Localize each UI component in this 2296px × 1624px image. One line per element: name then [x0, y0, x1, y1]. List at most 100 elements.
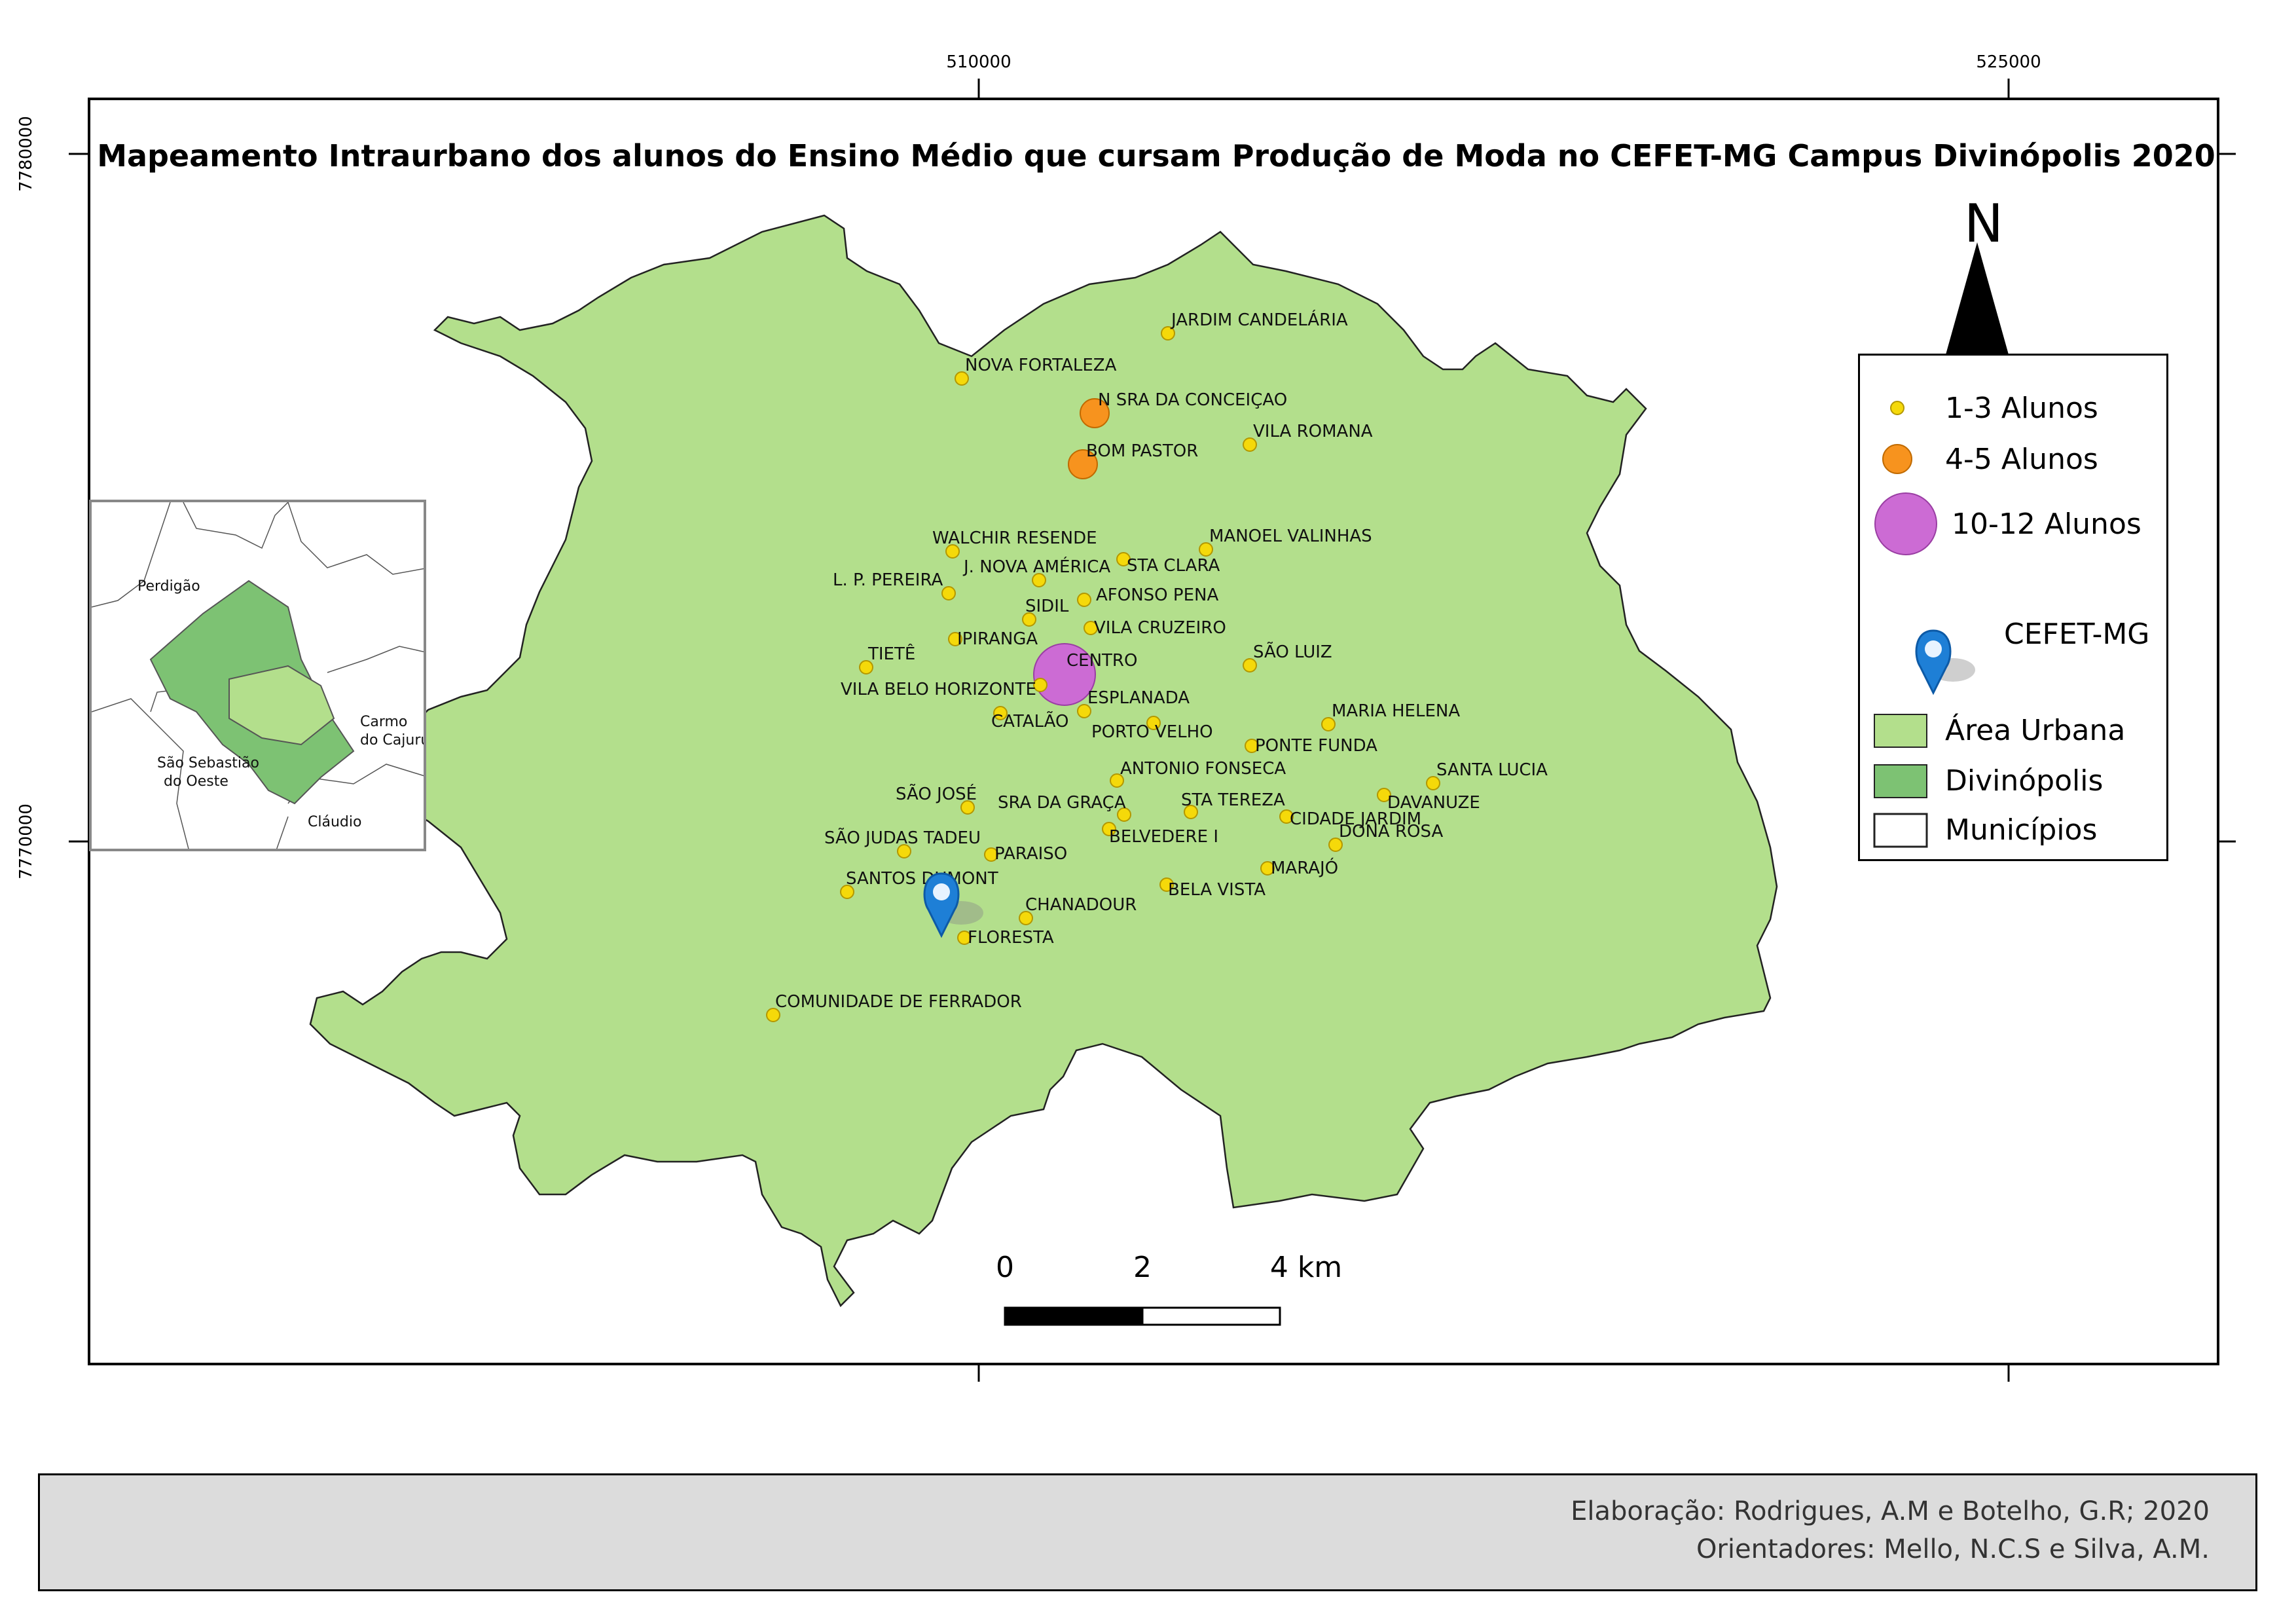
place-label: SÃO JOSÉ — [896, 783, 977, 804]
place-label: VILA ROMANA — [1253, 422, 1373, 441]
places-layer: JARDIM CANDELÁRIA NOVA FORTALEZA N SRA DA … — [766, 309, 1548, 1022]
place-label: SÃO JUDAS TADEU — [824, 827, 981, 848]
place-point[interactable] — [1146, 716, 1161, 730]
place-point[interactable] — [1117, 807, 1131, 822]
place-label: MARIA HELENA — [1332, 701, 1460, 721]
legend-large-label: 10-12 Alunos — [1952, 507, 2141, 541]
place-point[interactable] — [1243, 437, 1257, 452]
place-point[interactable] — [1033, 678, 1048, 692]
place-point[interactable] — [859, 660, 873, 674]
inset-label-perdigao: Perdigão — [137, 578, 200, 595]
place-point[interactable] — [1184, 805, 1198, 819]
place-label: MARAJÓ — [1271, 857, 1338, 878]
place-label: VILA BELO HORIZONTE — [841, 680, 1036, 699]
legend-urban-label: Área Urbana — [1945, 714, 2126, 747]
place-point[interactable] — [1279, 809, 1294, 824]
x-coord-label-510000: 510000 — [946, 52, 1011, 72]
place-point[interactable] — [766, 1008, 780, 1022]
place-label: ANTONIO FONSECA — [1120, 759, 1286, 779]
place-point[interactable] — [1260, 861, 1275, 876]
legend-divinopolis-label: Divinópolis — [1945, 764, 2104, 798]
place-point[interactable] — [897, 844, 911, 858]
place-point[interactable] — [1077, 704, 1091, 718]
place-label: SÃO LUIZ — [1253, 641, 1332, 662]
place-point[interactable] — [1019, 911, 1033, 925]
place-point[interactable] — [960, 800, 975, 815]
place-label: JARDIM CANDELÁRIA — [1170, 309, 1348, 330]
place-point[interactable] — [955, 371, 969, 386]
legend-cefet-icon — [1915, 629, 1975, 695]
legend-small-symbol — [1890, 401, 1904, 415]
scale-label-0: 0 — [996, 1251, 1014, 1284]
place-label: PONTE FUNDA — [1255, 736, 1377, 756]
place-point[interactable] — [840, 885, 854, 899]
map-title: Mapeamento Intraurbano dos alunos do Ens… — [97, 138, 2215, 174]
place-point[interactable] — [945, 544, 960, 559]
inset-label-sao-sebastiao: São Sebastião — [157, 755, 259, 771]
place-label: BOM PASTOR — [1086, 441, 1198, 461]
place-label: DAVANUZE — [1387, 793, 1480, 813]
x-coord-label-525000: 525000 — [1976, 52, 2041, 72]
place-label: SANTA LUCIA — [1436, 760, 1548, 780]
place-point[interactable] — [1116, 552, 1131, 566]
place-point[interactable] — [1161, 326, 1175, 341]
place-point[interactable] — [1199, 542, 1213, 557]
place-point[interactable] — [941, 586, 956, 600]
place-point[interactable] — [957, 931, 972, 945]
legend-municipios-label: Municípios — [1945, 813, 2098, 847]
place-point[interactable] — [1033, 643, 1096, 706]
place-label: PORTO VELHO — [1091, 722, 1213, 742]
place-label: CHANADOUR — [1025, 895, 1137, 915]
legend-small-label: 1-3 Alunos — [1945, 392, 2098, 425]
place-point[interactable] — [1377, 788, 1391, 802]
inset-label-do-oeste: do Oeste — [164, 773, 228, 790]
place-point[interactable] — [1022, 612, 1036, 627]
place-label: ESPLANADA — [1087, 688, 1190, 708]
place-label: NOVA FORTALEZA — [965, 356, 1117, 375]
place-point[interactable] — [948, 632, 962, 646]
place-point[interactable] — [1159, 877, 1174, 892]
place-label: J. NOVA AMÉRICA — [962, 556, 1110, 577]
inset-label-claudio: Cláudio — [308, 814, 361, 830]
place-point[interactable] — [1102, 822, 1116, 836]
place-label: FLORESTA — [968, 928, 1054, 948]
place-point[interactable] — [984, 847, 998, 862]
place-point[interactable] — [1243, 658, 1257, 673]
place-point[interactable] — [1245, 739, 1259, 753]
place-point[interactable] — [1068, 449, 1098, 479]
place-point[interactable] — [1328, 838, 1343, 852]
place-label: STA TEREZA — [1181, 790, 1285, 810]
place-label: TIETÊ — [867, 643, 915, 664]
place-label: MANOEL VALINHAS — [1209, 526, 1372, 546]
place-label: WALCHIR RESENDE — [932, 528, 1097, 548]
inset-locator-map: Perdigão Carmo do Cajuru São Sebastião d… — [89, 500, 426, 851]
place-point[interactable] — [1110, 773, 1124, 788]
place-label: BELA VISTA — [1168, 880, 1266, 900]
place-point[interactable] — [1080, 398, 1110, 428]
scale-label-4km: 4 km — [1269, 1251, 1343, 1284]
legend-medium-symbol — [1882, 444, 1912, 474]
legend-medium-label: 4-5 Alunos — [1945, 443, 2098, 476]
place-point[interactable] — [1321, 717, 1336, 731]
place-label: SANTOS DUMONT — [846, 869, 998, 889]
place-point[interactable] — [1077, 593, 1091, 607]
place-label: SRA DA GRAÇA — [998, 793, 1126, 813]
place-point[interactable] — [1084, 621, 1098, 635]
place-point[interactable] — [1426, 776, 1440, 790]
legend-urban-swatch — [1874, 714, 1927, 748]
place-label: VILA CRUZEIRO — [1094, 618, 1226, 638]
place-point[interactable] — [1032, 573, 1046, 587]
cefet-marker[interactable] — [923, 872, 983, 938]
place-label: CENTRO — [1066, 651, 1137, 671]
place-point[interactable] — [993, 706, 1008, 720]
map-canvas[interactable]: JARDIM CANDELÁRIA NOVA FORTALEZA N SRA DA … — [90, 100, 2222, 1368]
inset-label-carmo: Carmo — [360, 714, 407, 730]
place-label: IPIRANGA — [957, 629, 1038, 649]
inset-urban-polygon — [228, 665, 335, 746]
legend-box: 1-3 Alunos 4-5 Alunos 10-12 Alunos CEFET… — [1858, 354, 2168, 861]
place-label: BELVEDERE I — [1109, 827, 1218, 847]
credits-orientadores: Orientadores: Mello, N.C.S e Silva, A.M. — [1696, 1534, 2210, 1564]
place-label: PARAISO — [994, 844, 1067, 864]
